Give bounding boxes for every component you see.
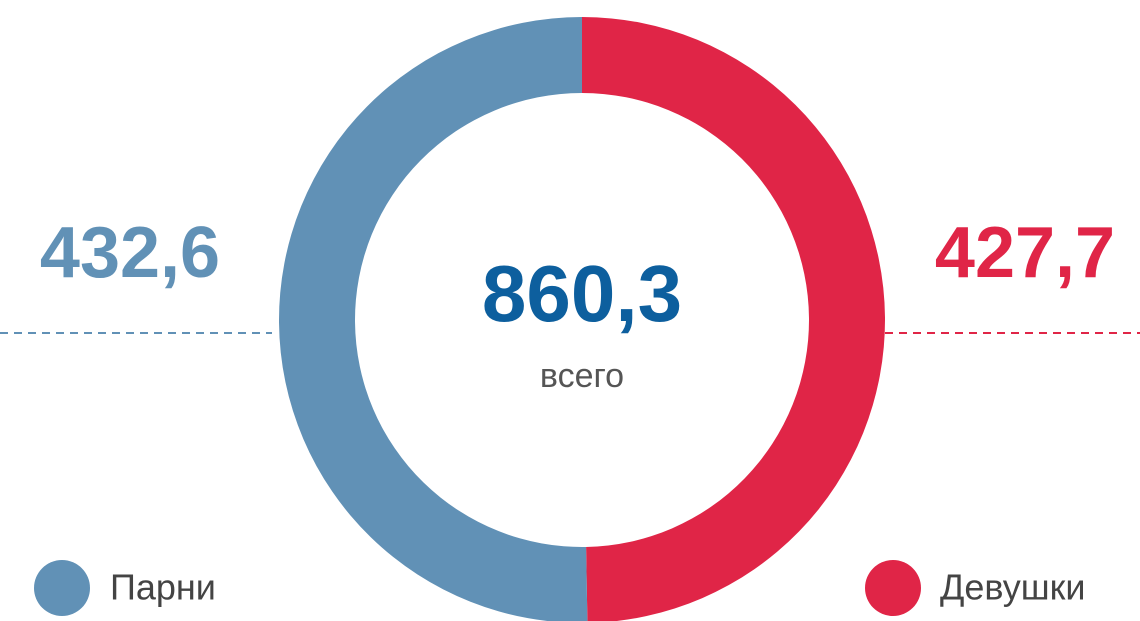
- legend-label: Девушки: [940, 567, 1085, 608]
- legend-swatch: [34, 560, 90, 616]
- legend-label: Парни: [110, 567, 216, 608]
- value-label: 432,6: [40, 213, 220, 293]
- total-caption: всего: [540, 357, 624, 395]
- value-label: 427,7: [935, 213, 1115, 293]
- total-value: 860,3: [482, 249, 682, 338]
- donut-segment: [279, 17, 588, 621]
- legend-swatch: [865, 560, 921, 616]
- donut-segment: [582, 17, 885, 621]
